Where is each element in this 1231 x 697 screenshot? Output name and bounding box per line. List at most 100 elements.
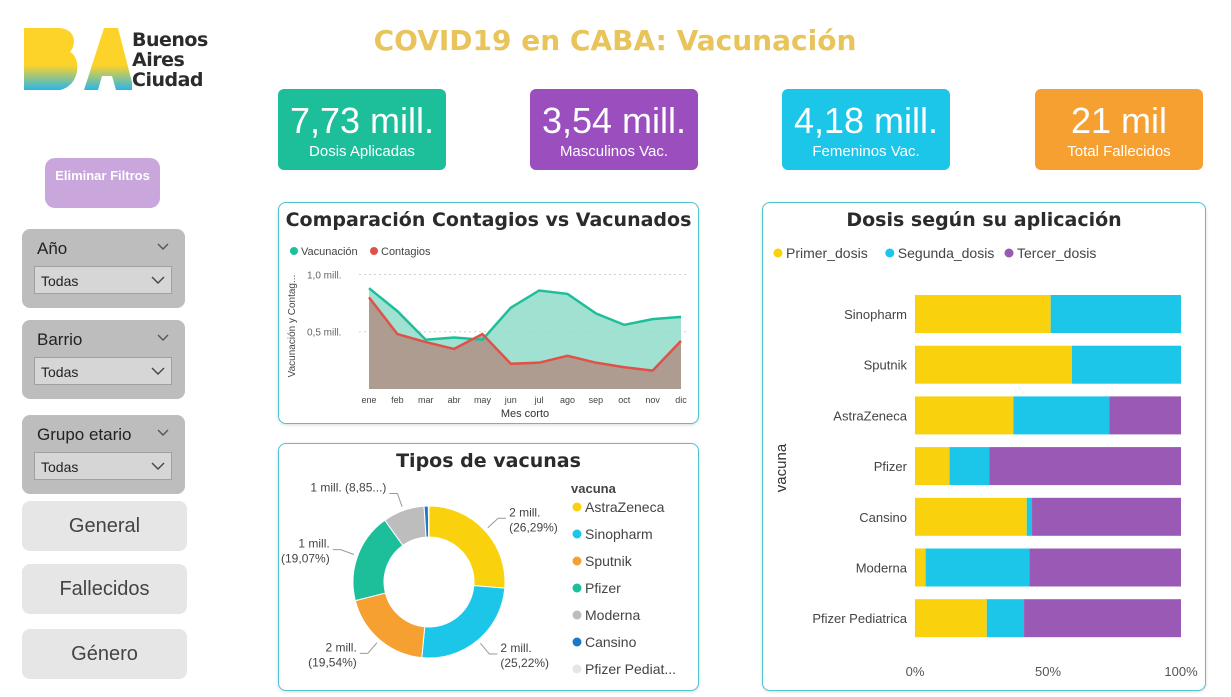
bar-segment-segunda_dosis[interactable] — [1071, 345, 1181, 384]
slice-pct-label: (19,07%) — [281, 552, 330, 566]
chevron-down-icon — [151, 276, 165, 284]
area-contagios — [369, 297, 681, 389]
legend-marker — [1004, 248, 1014, 258]
slice-value-label: 2 mill. — [325, 640, 356, 654]
year-dropdown[interactable]: Todas — [34, 266, 172, 294]
bar-segment-primer_dosis[interactable] — [915, 396, 1014, 435]
category-label: Pfizer — [874, 459, 908, 474]
category-label: Moderna — [856, 561, 908, 576]
age-group-dropdown[interactable]: Todas — [34, 452, 172, 480]
kpi-label: Total Fallecidos — [1067, 143, 1171, 160]
leader-line — [479, 642, 498, 655]
bar-segment-primer_dosis[interactable] — [915, 548, 926, 587]
x-tick-label: jun — [504, 395, 517, 405]
bar-segment-tercer_dosis[interactable] — [989, 447, 1181, 486]
bar-segment-segunda_dosis[interactable] — [949, 447, 990, 486]
x-tick-label: 100% — [1164, 664, 1198, 679]
chevron-down-icon[interactable] — [157, 332, 169, 344]
bar-segment-primer_dosis[interactable] — [915, 295, 1051, 333]
line-contagios[interactable] — [368, 296, 682, 372]
legend-marker — [773, 248, 783, 258]
kpi-fallecidos: 21 mil Total Fallecidos — [1035, 89, 1203, 170]
slice-sinopharm[interactable] — [421, 585, 506, 659]
legend-label[interactable]: Pfizer — [585, 580, 621, 596]
bar-segment-tercer_dosis[interactable] — [1109, 396, 1181, 435]
bar-segment-segunda_dosis[interactable] — [986, 599, 1025, 638]
barrio-dropdown[interactable]: Todas — [34, 357, 172, 385]
slice-pct-label: (26,29%) — [509, 520, 558, 534]
kpi-value: 21 mil — [1070, 100, 1168, 141]
legend-marker — [572, 502, 582, 512]
bar-segment-segunda_dosis[interactable] — [1050, 295, 1181, 333]
line-vacunación[interactable] — [368, 287, 682, 342]
x-tick-label: mar — [418, 395, 434, 405]
donut-chart-panel: Tipos de vacunas 2 mill. (26,29%) 2 mill.(… — [278, 443, 699, 691]
bar-segment-primer_dosis[interactable] — [915, 345, 1072, 384]
bar-segment-segunda_dosis[interactable] — [1013, 396, 1110, 435]
legend-label[interactable]: AstraZeneca — [585, 499, 665, 515]
slicer-label: Año — [37, 239, 68, 258]
legend-label[interactable]: Segunda_dosis — [898, 245, 995, 261]
legend-marker — [290, 247, 298, 255]
clear-filters-button[interactable]: Eliminar Filtros — [45, 158, 160, 208]
slice-astrazeneca[interactable] — [428, 505, 506, 589]
legend-label[interactable]: Tercer_dosis — [1017, 245, 1096, 261]
bar-segment-segunda_dosis[interactable] — [925, 548, 1030, 587]
leader-line — [389, 492, 403, 507]
category-label: Sinopharm — [844, 307, 907, 322]
x-tick-label: dic — [675, 395, 687, 405]
bar-segment-primer_dosis[interactable] — [915, 497, 1027, 536]
legend-marker — [572, 556, 582, 566]
x-tick-label: feb — [391, 395, 404, 405]
logo-text: Buenos Aires Ciudad — [132, 30, 208, 90]
legend-label[interactable]: Vacunación — [301, 246, 358, 258]
x-tick-label: ene — [361, 395, 376, 405]
dropdown-value: Todas — [41, 273, 79, 289]
bar-segment-primer_dosis[interactable] — [915, 599, 987, 638]
leader-line — [487, 517, 507, 529]
legend-label[interactable]: Cansino — [585, 634, 637, 650]
bar-segment-segunda_dosis[interactable] — [1026, 497, 1033, 536]
dropdown-value: Todas — [41, 459, 79, 475]
legend-label[interactable]: Sinopharm — [585, 526, 653, 542]
legend-label[interactable]: Moderna — [585, 607, 640, 623]
bar-segment-tercer_dosis[interactable] — [1024, 599, 1181, 638]
chevron-down-icon[interactable] — [157, 427, 169, 439]
kpi-value: 3,54 mill. — [541, 100, 687, 141]
nav-genero-button[interactable]: Género — [22, 629, 187, 679]
stacked-bar-panel: Dosis según su aplicación Primer_dosis Se… — [762, 202, 1206, 691]
kpi-value: 7,73 mill. — [289, 100, 435, 141]
legend-marker — [370, 247, 378, 255]
legend-marker — [572, 637, 582, 647]
legend-label[interactable]: Primer_dosis — [786, 245, 868, 261]
slice-pfizer-pediat-[interactable] — [427, 505, 430, 538]
kpi-label: Femeninos Vac. — [812, 143, 920, 160]
nav-general-button[interactable]: General — [22, 501, 187, 551]
legend-label[interactable]: Pfizer Pediat... — [585, 661, 676, 677]
bar-segment-tercer_dosis[interactable] — [1032, 497, 1181, 536]
slice-value-label: 1 mill. — [298, 537, 329, 551]
chevron-down-icon — [151, 367, 165, 375]
x-tick-label: jul — [534, 395, 544, 405]
chevron-down-icon — [151, 462, 165, 470]
legend-marker — [885, 248, 895, 258]
slice-pct-label: (25,22%) — [500, 656, 549, 670]
area-chart-panel: Comparación Contagios vs Vacunados Vacun… — [278, 202, 699, 424]
x-tick-label: abr — [448, 395, 461, 405]
slice-sputnik[interactable] — [354, 592, 426, 659]
category-label: AstraZeneca — [833, 408, 907, 423]
x-tick-label: sep — [589, 395, 604, 405]
chart-title: Tipos de vacunas — [396, 450, 581, 472]
x-tick-label: 0% — [906, 664, 925, 679]
nav-fallecidos-button[interactable]: Fallecidos — [22, 564, 187, 614]
bar-segment-tercer_dosis[interactable] — [1029, 548, 1181, 587]
legend-marker — [572, 583, 582, 593]
chevron-down-icon[interactable] — [157, 241, 169, 253]
bar-segment-primer_dosis[interactable] — [915, 447, 950, 486]
x-tick-label: ago — [560, 395, 575, 405]
dropdown-value: Todas — [41, 364, 79, 380]
legend-label[interactable]: Sputnik — [585, 553, 633, 569]
y-axis-label: vacuna — [773, 443, 790, 492]
legend-label[interactable]: Contagios — [381, 246, 431, 258]
stacked-bar-chart: Primer_dosis Segunda_dosis Tercer_dosisvac… — [773, 245, 1198, 679]
